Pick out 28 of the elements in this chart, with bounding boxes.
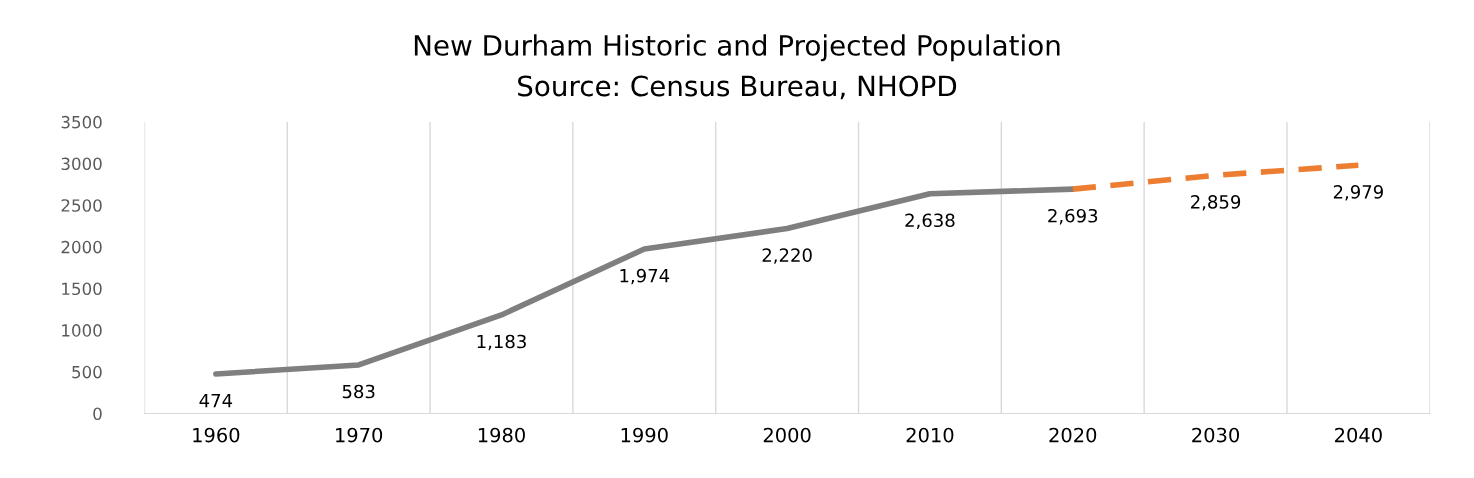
data-label: 1,183 [477, 334, 526, 351]
data-label: 583 [342, 384, 375, 399]
data-label: 2,859 [1191, 195, 1241, 211]
x-tick-label: 2000 [763, 427, 811, 443]
y-tick-label: 500 [72, 365, 102, 379]
x-tick-label: 1980 [478, 427, 525, 443]
y-tick-label: 2500 [61, 199, 102, 212]
data-label: 2,693 [1048, 208, 1098, 225]
x-tick-label: 1990 [621, 427, 668, 443]
x-tick-label: 1960 [193, 427, 240, 443]
chart-subtitle: Source: Census Bureau, NHOPD [518, 75, 957, 100]
data-label: 474 [199, 393, 233, 408]
data-label: 2,220 [762, 248, 812, 264]
y-tick-label: 1000 [62, 324, 102, 337]
y-tick-label: 3000 [61, 157, 102, 171]
x-tick-label: 2020 [1049, 427, 1097, 443]
x-tick-label: 2010 [906, 427, 954, 443]
chart-title: New Durham Historic and Projected Population [414, 34, 1060, 62]
data-label: 1,974 [620, 268, 670, 285]
y-tick-label: 2000 [61, 240, 102, 254]
data-label: 2,638 [905, 213, 955, 229]
x-tick-label: 2030 [1192, 427, 1240, 443]
y-tick-label: 1500 [62, 282, 102, 296]
x-tick-label: 2040 [1335, 427, 1382, 443]
x-tick-label: 1970 [336, 427, 383, 443]
y-tick-label: 0 [93, 407, 102, 421]
data-label: 2,979 [1333, 185, 1383, 201]
y-tick-label: 3500 [61, 115, 102, 129]
